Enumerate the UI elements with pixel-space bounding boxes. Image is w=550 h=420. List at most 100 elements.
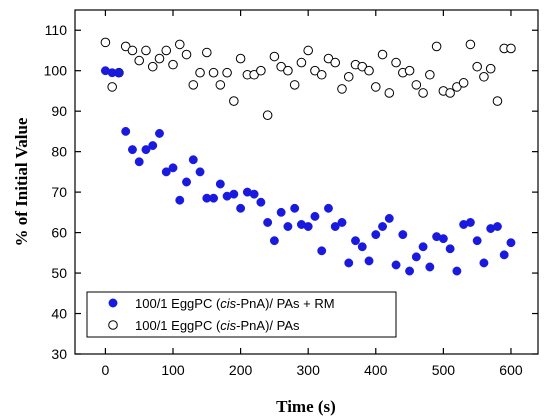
data-point-open xyxy=(296,57,307,68)
data-point-filled xyxy=(452,266,462,276)
data-point-open xyxy=(235,53,246,64)
x-tick-label: 100 xyxy=(161,362,185,378)
data-point-filled xyxy=(411,252,421,262)
data-point-filled xyxy=(378,222,387,231)
data-point-filled xyxy=(182,177,191,187)
data-point-filled xyxy=(269,236,279,246)
x-tick-label: 200 xyxy=(229,362,253,378)
data-point-open xyxy=(289,80,300,90)
data-point-filled xyxy=(195,167,205,177)
plot-frame xyxy=(74,9,539,355)
y-tick-label: 30 xyxy=(51,346,67,362)
data-point-filled xyxy=(391,260,401,270)
data-point-open xyxy=(316,69,327,80)
data-points xyxy=(100,37,516,276)
data-point-open xyxy=(174,39,185,50)
axis-ticks: 0 100 200 300 400 500 600 30 40 50 60 70 80 90 100 110 xyxy=(44,10,538,378)
x-tick-label: 400 xyxy=(364,362,388,378)
data-point-filled xyxy=(324,203,333,213)
y-tick-label: 80 xyxy=(51,144,67,160)
data-point-filled xyxy=(134,157,144,167)
data-point-open xyxy=(425,69,435,80)
data-point-open xyxy=(208,67,219,78)
y-tick-label: 60 xyxy=(51,225,67,241)
data-point-open xyxy=(141,45,151,56)
data-point-filled xyxy=(128,145,137,155)
data-point-filled xyxy=(479,258,489,268)
data-point-filled xyxy=(276,207,286,217)
data-point-filled xyxy=(229,189,239,199)
data-point-filled xyxy=(141,145,151,155)
y-tick-label: 100 xyxy=(44,63,68,79)
data-point-filled xyxy=(215,179,225,189)
data-point-filled xyxy=(249,189,259,199)
x-tick-label: 0 xyxy=(102,362,110,378)
data-point-open xyxy=(404,65,415,76)
data-point-open xyxy=(384,88,395,98)
data-point-open xyxy=(418,88,428,98)
legend-marker xyxy=(108,298,118,308)
data-point-open xyxy=(134,55,145,66)
data-point-open xyxy=(269,51,280,62)
data-point-open xyxy=(202,47,212,58)
data-point-open xyxy=(188,80,199,90)
data-point-open xyxy=(472,61,482,72)
data-point-filled xyxy=(256,197,266,207)
data-point-filled xyxy=(317,246,327,256)
y-tick-label: 110 xyxy=(45,22,68,38)
data-point-filled xyxy=(384,213,394,223)
data-point-filled xyxy=(445,244,455,254)
x-axis-title: Time (s) xyxy=(276,397,336,416)
legend-label: 100/1 EggPC (cis-PnA)/ PAs xyxy=(135,318,300,333)
data-point-filled xyxy=(418,242,428,252)
data-point-filled xyxy=(472,236,482,246)
data-point-filled xyxy=(188,155,198,165)
legend: 100/1 EggPC (cis-PnA)/ PAs + RM 100/1 Egg… xyxy=(86,291,397,338)
data-point-open xyxy=(168,59,178,70)
data-point-filled xyxy=(121,126,131,136)
data-point-open xyxy=(492,96,503,106)
data-point-filled xyxy=(263,218,273,227)
legend-box xyxy=(86,291,397,338)
data-point-open xyxy=(377,49,388,60)
data-point-filled xyxy=(114,68,124,78)
data-point-open xyxy=(391,57,401,68)
data-point-filled xyxy=(465,218,475,227)
data-point-open xyxy=(147,61,158,72)
data-point-filled xyxy=(175,195,185,205)
data-point-filled xyxy=(357,242,367,252)
data-point-open xyxy=(465,39,476,50)
data-point-filled xyxy=(209,193,219,203)
data-point-filled xyxy=(310,211,320,221)
data-point-filled xyxy=(492,222,502,231)
data-point-filled xyxy=(405,266,415,276)
y-tick-label: 90 xyxy=(51,103,67,119)
x-tick-label: 600 xyxy=(499,362,523,378)
y-tick-label: 40 xyxy=(51,306,67,322)
y-axis-title: % of Initial Value xyxy=(12,117,31,246)
data-point-open xyxy=(256,65,266,76)
data-point-filled xyxy=(168,163,178,173)
data-point-filled xyxy=(155,128,164,138)
y-tick-label: 70 xyxy=(51,184,67,200)
data-point-filled xyxy=(344,258,354,268)
data-point-filled xyxy=(425,262,435,272)
data-point-filled xyxy=(506,238,516,248)
data-point-filled xyxy=(438,234,448,244)
data-point-open xyxy=(411,80,422,90)
data-point-filled xyxy=(148,141,158,151)
data-point-filled xyxy=(290,203,300,213)
data-point-open xyxy=(229,96,239,106)
x-tick-label: 500 xyxy=(432,362,456,378)
data-point-filled xyxy=(236,203,246,213)
data-point-open xyxy=(222,67,232,78)
data-point-open xyxy=(431,41,442,52)
data-point-filled xyxy=(351,236,360,246)
data-point-open xyxy=(485,63,496,74)
legend-marker xyxy=(108,320,118,330)
data-point-open xyxy=(479,71,489,82)
data-point-open xyxy=(458,78,469,88)
data-point-open xyxy=(370,82,381,92)
data-point-filled xyxy=(303,222,313,231)
data-point-open xyxy=(127,45,138,56)
